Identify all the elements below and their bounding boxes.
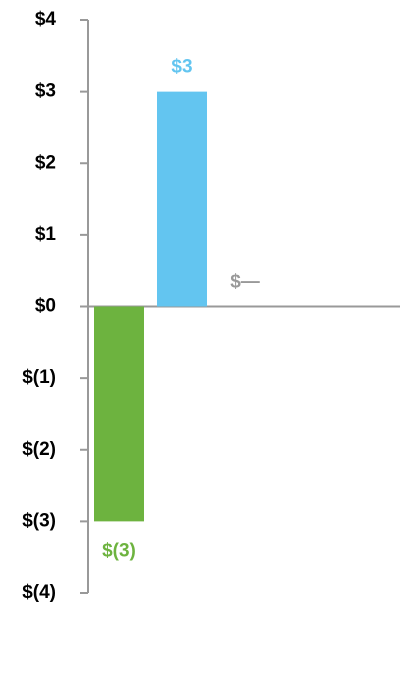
y-tick-label: $4 <box>35 9 57 30</box>
bar <box>157 91 207 307</box>
value-label: $— <box>230 272 260 293</box>
y-tick-label: $2 <box>35 152 56 173</box>
y-tick-label: $(3) <box>22 510 56 531</box>
y-tick-label: $1 <box>35 224 57 245</box>
y-tick-label: $0 <box>35 296 56 317</box>
y-tick-label: $(4) <box>22 582 56 603</box>
bar <box>94 306 144 522</box>
value-label: $3 <box>171 57 192 78</box>
y-tick-label: $3 <box>35 81 56 102</box>
y-tick-label: $(2) <box>22 439 56 460</box>
value-label: $(3) <box>102 540 136 561</box>
y-tick-label: $(1) <box>22 367 56 388</box>
